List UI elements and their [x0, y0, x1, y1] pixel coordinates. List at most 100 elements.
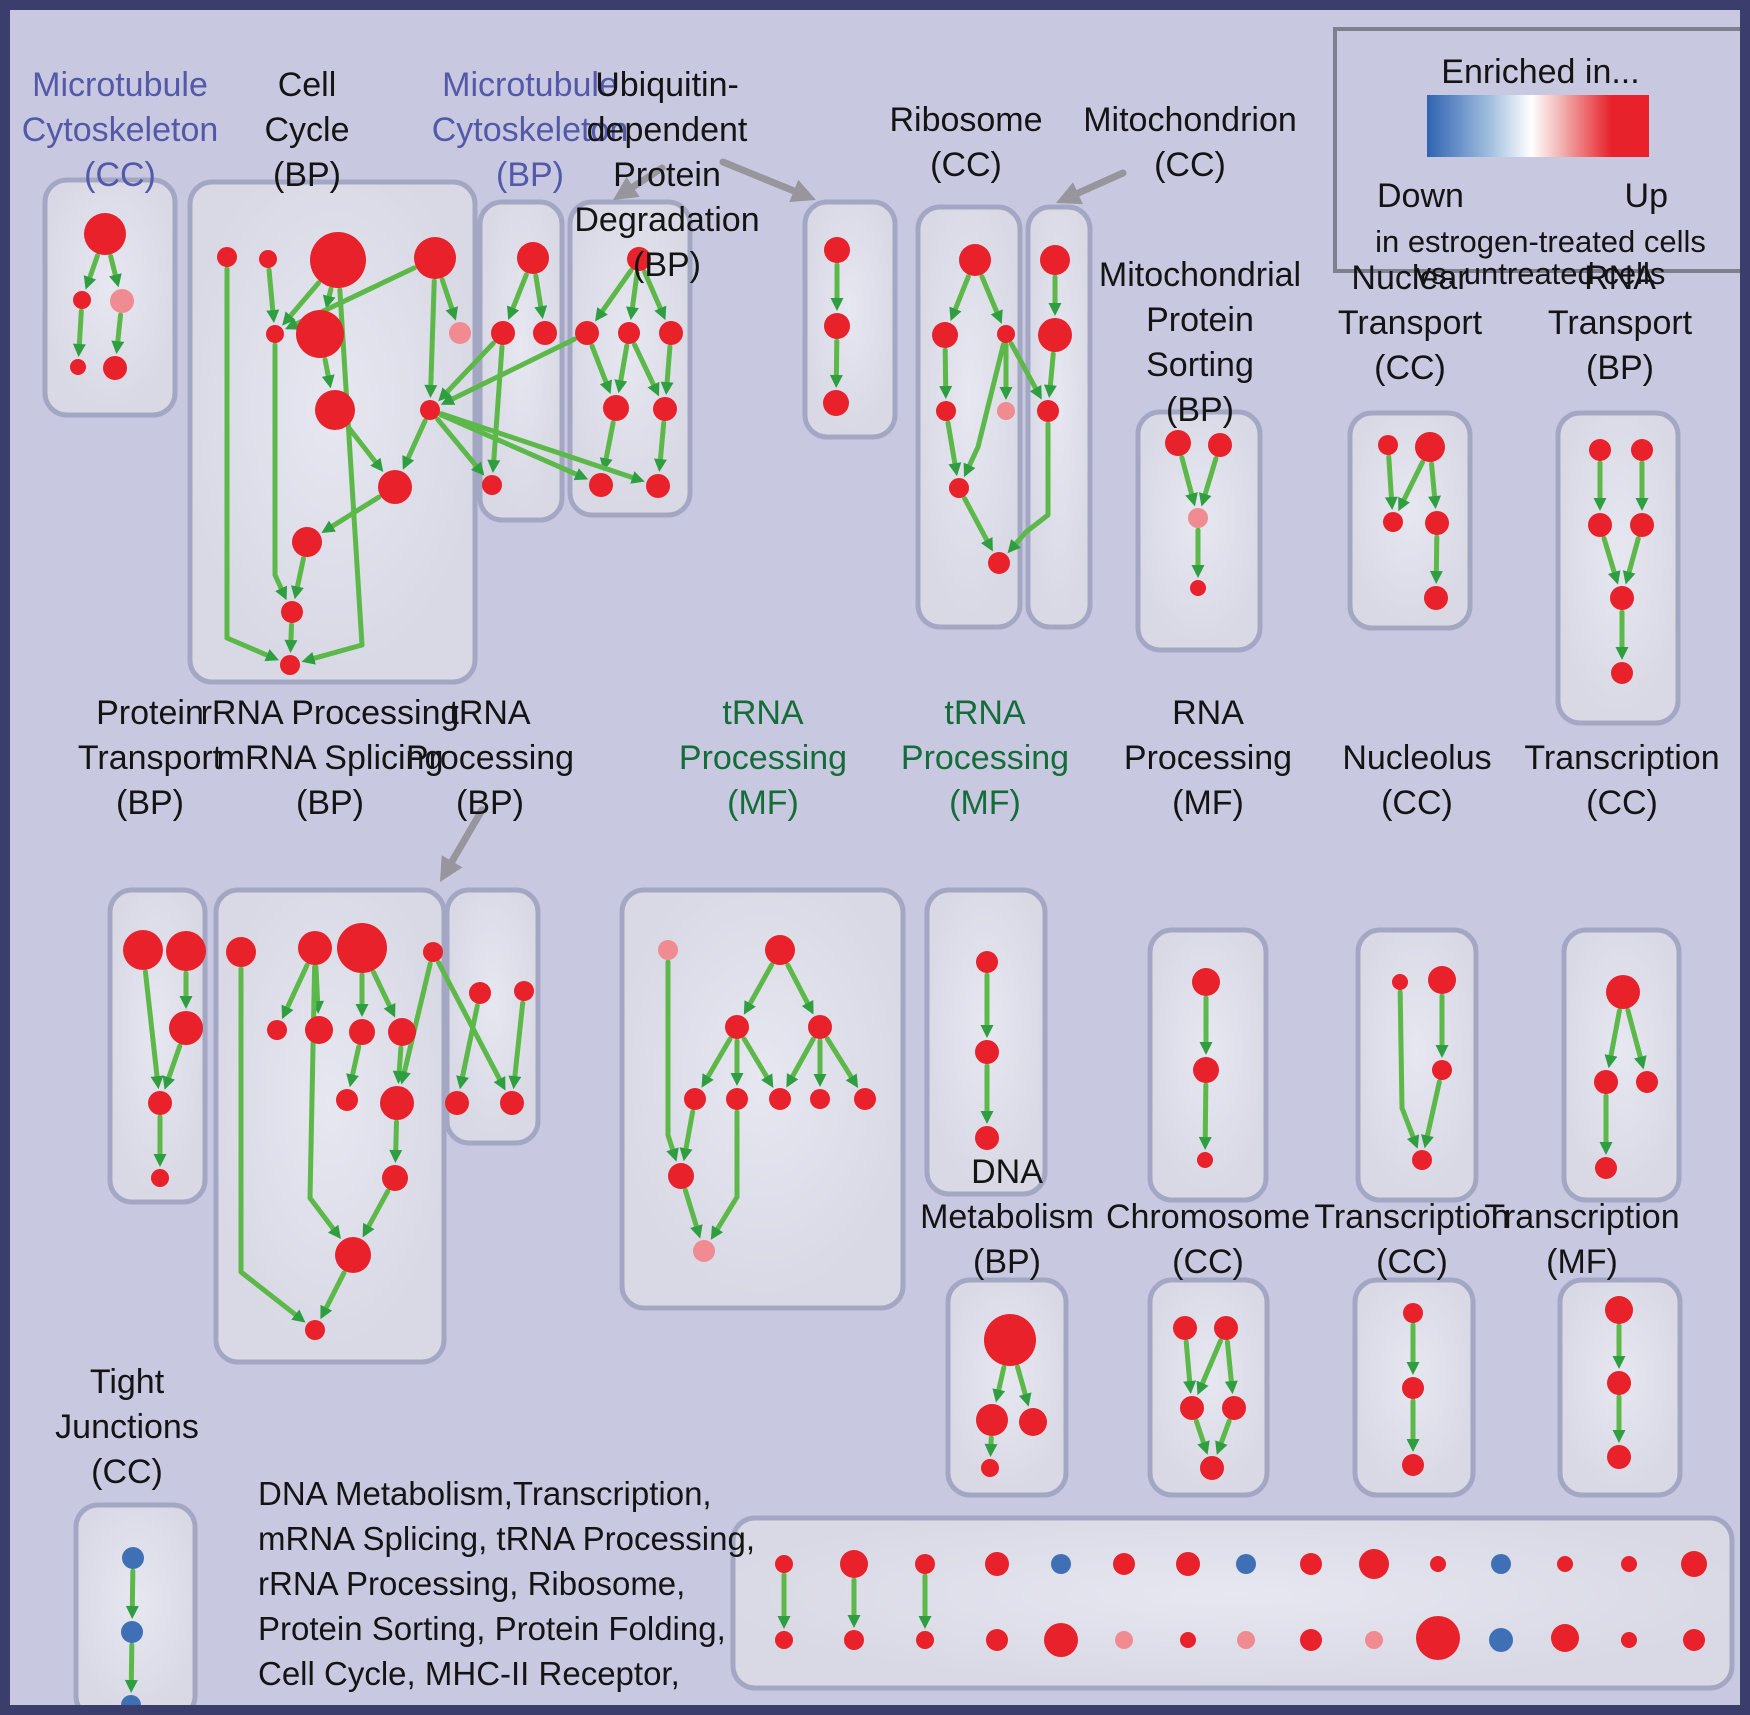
rrna-processing-mrna-splicing-bp-edge-2-6-head [355, 1004, 369, 1017]
mitochondrial-protein-sorting-bp-edge-0-2-head [1185, 492, 1198, 507]
misc-collection-node-6 [1176, 1552, 1200, 1576]
rna-transport-bp-node-5 [1611, 662, 1633, 684]
protein-transport-bp-node-4 [151, 1169, 169, 1187]
rrna-processing-mrna-splicing-bp-edge-1-4 [285, 962, 310, 1010]
cell-cycle-bp-node-5 [266, 325, 284, 343]
ubiquitin-degradation-bp-2-edge-1-2-head [829, 374, 843, 389]
cell-cycle-bp-edge-7-9 [346, 424, 378, 465]
trna-processing-mf-1-node-4 [684, 1088, 706, 1110]
ubiquitin-degradation-bp-1-node-7 [646, 474, 670, 498]
edges-layer [72, 158, 1649, 1694]
microtubule-cytoskeleton-cc-edge-2-4 [115, 312, 124, 344]
nodes-layer [70, 213, 1707, 1705]
dna-metabolism-bp-node-2 [1019, 1408, 1047, 1436]
cross-edge-1 [449, 336, 577, 402]
rrna-processing-mrna-splicing-bp-edge-9-10-head [389, 1149, 403, 1164]
trna-processing-mf-1-node-2 [725, 1015, 749, 1039]
rna-processing-mf-edge-1-2-head [1198, 1136, 1212, 1151]
nuclear-transport-cc-node-2 [1383, 512, 1403, 532]
rrna-processing-mrna-splicing-bp-edge-2-7-head [383, 1003, 396, 1018]
mitochondrial-protein-sorting-bp-node-2 [1188, 508, 1208, 528]
cell-cycle-bp-edge-3-8 [428, 278, 437, 388]
rrna-processing-mrna-splicing-bp-edge-10-11-head [362, 1222, 375, 1238]
dna-metabolism-bp-edge-0-2 [1015, 1364, 1028, 1397]
ribosome-cc-node-5 [949, 478, 969, 498]
ubiquitin-degradation-bp-1-edge-2-5 [632, 342, 656, 388]
rrna-processing-mrna-splicing-bp-edge-1-4-head [281, 1004, 294, 1020]
rna-transport-bp-edge-0-2-head [1593, 498, 1607, 511]
mitochondrion-cc-edge-0-1-head [1048, 303, 1062, 316]
cross-edge-2 [435, 416, 479, 469]
rrna-processing-mrna-splicing-bp-edge-1-11-head [327, 1224, 341, 1240]
cell-cycle-bp-edge-1-5 [266, 267, 276, 313]
ubiquitin-degradation-bp-1-edge-3-5 [664, 344, 673, 385]
microtubule-cytoskeleton-cc-node-4 [103, 356, 127, 380]
cell-cycle-bp-edge-11-12 [288, 622, 295, 643]
cross-edge-2-head [471, 461, 485, 476]
ubiquitin-degradation-bp-2-edge-0-1-head [830, 298, 844, 311]
chromosome-cc-edge-1-2-head [1196, 1380, 1209, 1396]
rrna-processing-mrna-splicing-bp-edge-2-7 [371, 969, 393, 1009]
dna-metabolism-bp-edge-1-3-head [984, 1443, 998, 1458]
microtubule-cytoskeleton-bp-node-1 [491, 321, 515, 345]
protein-transport-bp-node-0 [123, 930, 163, 970]
misc-collection-node-3 [985, 1552, 1009, 1576]
rrna-processing-mrna-splicing-bp-node-8 [336, 1089, 358, 1111]
misc-collection-edge-1-16-head [847, 1615, 861, 1628]
trna-processing-bp-node-1 [514, 981, 534, 1001]
rrna-processing-mrna-splicing-bp-node-12 [305, 1320, 325, 1340]
ubiquitin-degradation-bp-1-edge-2-4-head [614, 379, 628, 394]
ribosome-cc-node-3 [936, 401, 956, 421]
label-pointer-arrow-2-head [1056, 182, 1083, 205]
trna-processing-mf-2-node-0 [976, 951, 998, 973]
rna-transport-bp-edge-1-3-head [1635, 498, 1649, 511]
dna-metabolism-bp-edge-0-2-head [1018, 1392, 1032, 1407]
trna-processing-bp-edge-0-2 [460, 1003, 480, 1080]
cell-cycle-bp-edge-6-7-head [321, 374, 335, 389]
cross-edge-6 [1013, 421, 1051, 546]
ubiquitin-degradation-bp-1-edge-0-1-head [595, 307, 608, 322]
rna-transport-bp-node-0 [1589, 439, 1611, 461]
ribosome-cc-node-6 [988, 552, 1010, 574]
cell-cycle-bp-edge-11-12-head [284, 639, 298, 654]
trna-processing-mf-1-edge-2-5-head [730, 1073, 744, 1086]
chromosome-cc-edge-1-3 [1224, 1339, 1234, 1384]
ubiquitin-degradation-bp-2-box [802, 199, 898, 440]
ribosome-cc-edge-5-6-head [981, 537, 993, 552]
cell-cycle-bp-edge-3-5-head [284, 317, 300, 330]
ubiquitin-degradation-bp-1-edge-0-2-head [626, 306, 639, 321]
misc-collection-node-8 [1300, 1553, 1322, 1575]
misc-collection-node-2 [915, 1554, 935, 1574]
cell-cycle-bp-node-3 [414, 237, 456, 279]
nucleolus-cc-edge-1-2-head [1435, 1045, 1449, 1058]
nuclear-transport-cc-edge-1-2 [1401, 459, 1425, 503]
microtubule-cytoskeleton-cc-edge-1-3-head [72, 343, 86, 358]
nuclear-transport-cc-edge-1-3 [1429, 461, 1438, 499]
trna-processing-mf-2-edge-0-1-head [980, 1025, 994, 1038]
trna-processing-mf-1-edge-3-6 [790, 1036, 816, 1079]
rrna-processing-mrna-splicing-bp-node-11 [335, 1237, 371, 1273]
cell-cycle-bp-edge-3-8-head [424, 384, 438, 399]
ribosome-cc-edge-1-3-head [939, 385, 953, 400]
chromosome-cc-edge-2-4 [1193, 1418, 1206, 1445]
protein-transport-bp-edge-0-3 [142, 969, 160, 1079]
transcription-mf-edge-0-1-head [1612, 1356, 1626, 1369]
rrna-processing-mrna-splicing-bp-node-7 [388, 1018, 416, 1046]
trna-processing-mf-1-node-8 [854, 1088, 876, 1110]
ubiquitin-degradation-bp-2-node-0 [824, 237, 850, 263]
protein-transport-bp-node-1 [166, 931, 206, 971]
cross-edge-4 [438, 411, 635, 480]
misc-collection-node-0 [775, 1555, 793, 1573]
trna-processing-mf-2-node-1 [975, 1040, 999, 1064]
ubiquitin-degradation-bp-2-node-2 [823, 390, 849, 416]
cell-cycle-bp-node-12 [280, 655, 300, 675]
rna-transport-bp-edge-2-4 [1601, 535, 1617, 575]
nucleolus-cc-edge-2-3-head [1421, 1134, 1434, 1149]
transcription-cc-upper-edge-0-1-head [1604, 1054, 1618, 1069]
trna-processing-mf-1-node-10 [693, 1240, 715, 1262]
trna-processing-mf-1-edge-4-9 [683, 1109, 696, 1151]
cell-cycle-bp-edge-8-9-head [402, 455, 415, 470]
ubiquitin-degradation-bp-1-edge-0-3-head [654, 305, 667, 321]
rna-transport-bp-edge-3-4-head [1622, 570, 1636, 585]
